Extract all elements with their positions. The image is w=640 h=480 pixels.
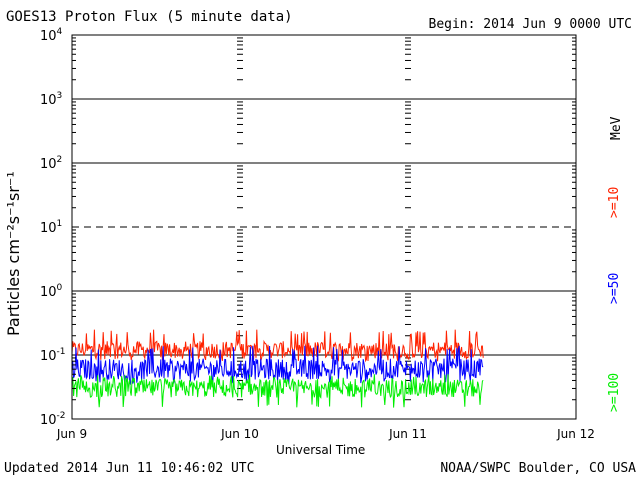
series-line-ge100 xyxy=(71,374,484,408)
legend-series-100: >=100 xyxy=(607,372,622,412)
updated-timestamp: Updated 2014 Jun 11 10:46:02 UTC xyxy=(4,461,255,476)
begin-time: Begin: 2014 Jun 9 0000 UTC xyxy=(428,17,633,32)
series-line-ge10 xyxy=(71,329,484,363)
legend-unit-mev: MeV xyxy=(609,116,624,140)
y-tick-label-0: 10-2 xyxy=(40,411,66,428)
y-tick-label-5: 103 xyxy=(40,91,62,108)
source-credit: NOAA/SWPC Boulder, CO USA xyxy=(440,461,636,476)
x-tick-label-0: Jun 9 xyxy=(56,427,87,441)
legend-series-10: >=10 xyxy=(607,186,622,218)
x-tick-label-3: Jun 12 xyxy=(556,427,595,441)
y-tick-label-3: 101 xyxy=(40,219,62,236)
y-axis-label: Particles cm⁻²s⁻¹sr⁻¹ xyxy=(4,171,23,336)
chart-title: GOES13 Proton Flux (5 minute data) xyxy=(6,9,293,25)
y-tick-label-1: 10-1 xyxy=(40,347,66,364)
y-tick-label-4: 102 xyxy=(40,155,62,172)
x-tick-label-2: Jun 11 xyxy=(388,427,427,441)
plot-frame xyxy=(71,34,577,420)
x-axis-label: Universal Time xyxy=(276,443,366,457)
y-tick-label-2: 100 xyxy=(40,283,63,300)
legend-series-50: >=50 xyxy=(607,272,622,304)
x-tick-label-1: Jun 10 xyxy=(220,427,259,441)
y-tick-label-6: 104 xyxy=(40,27,63,44)
